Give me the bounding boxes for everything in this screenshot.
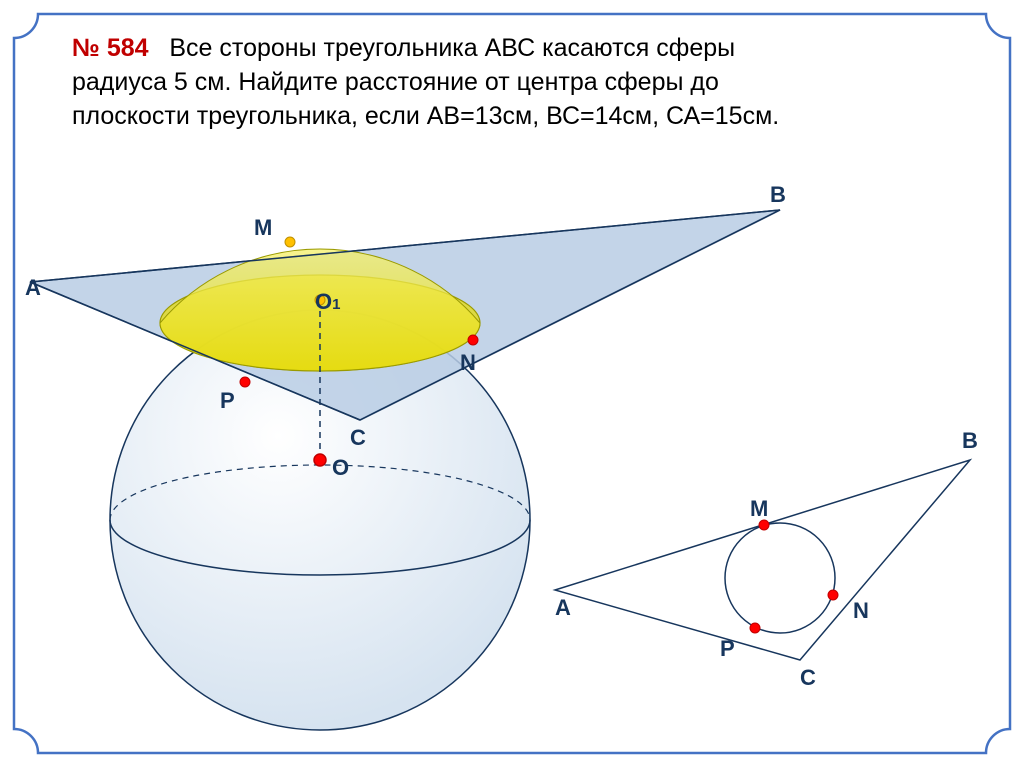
label-p-small: P bbox=[720, 636, 735, 662]
point-p bbox=[240, 377, 250, 387]
label-n-small: N bbox=[853, 598, 869, 624]
label-b-small: B bbox=[962, 428, 978, 454]
label-a-main: A bbox=[25, 275, 41, 301]
point-o bbox=[314, 454, 326, 466]
point-n bbox=[468, 335, 478, 345]
problem-text: № 584 Все стороны треугольника АВС касаю… bbox=[72, 32, 964, 133]
label-p-main: P bbox=[220, 388, 235, 414]
label-o1-main: O1 bbox=[315, 289, 340, 315]
problem-number: № 584 bbox=[72, 34, 149, 62]
label-c-main: C bbox=[350, 425, 366, 451]
point-m bbox=[285, 237, 295, 247]
small-incircle bbox=[725, 523, 835, 633]
label-n-main: N bbox=[460, 350, 476, 376]
geometry-diagram bbox=[0, 150, 1024, 767]
label-m-main: M bbox=[254, 215, 272, 241]
small-point-n bbox=[828, 590, 838, 600]
label-m-small: M bbox=[750, 496, 768, 522]
small-point-p bbox=[750, 623, 760, 633]
label-b-main: B bbox=[770, 182, 786, 208]
label-o-main: O bbox=[332, 455, 349, 481]
label-c-small: C bbox=[800, 665, 816, 691]
label-a-small: A bbox=[555, 595, 571, 621]
problem-line1: Все стороны треугольника АВС касаются сф… bbox=[169, 34, 735, 62]
problem-line2: радиуса 5 см. Найдите расстояние от цент… bbox=[72, 68, 719, 96]
problem-line3: плоскости треугольника, если АВ=13см, ВС… bbox=[72, 102, 779, 130]
